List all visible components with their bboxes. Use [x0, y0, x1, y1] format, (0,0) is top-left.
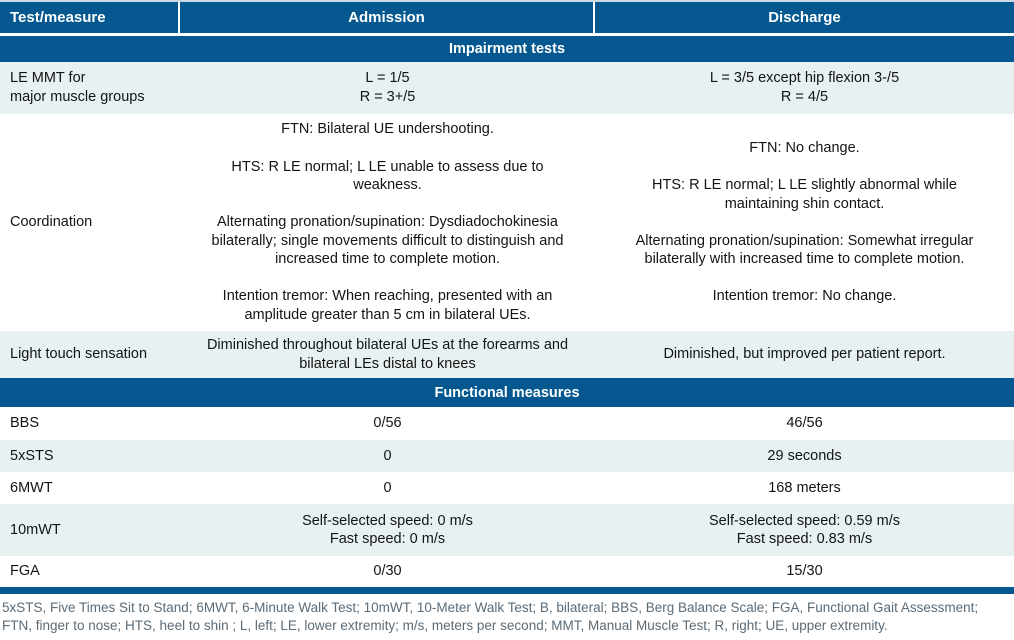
discharge-cell: Self-selected speed: 0.59 m/s Fast speed…	[708, 512, 901, 548]
admission-cell: 0	[383, 479, 392, 496]
row-label: 5xSTS	[10, 447, 54, 464]
admission-cell: Self-selected speed: 0 m/s Fast speed: 0…	[302, 512, 473, 548]
table-row-fga: FGA 0/30 15/30	[0, 556, 1014, 587]
table-row-6mwt: 6MWT 0 168 meters	[0, 472, 1014, 504]
row-label: LE MMT for major muscle groups	[10, 70, 145, 105]
discharge-cell: 46/56	[786, 415, 823, 432]
col-header-test-measure: Test/measure	[0, 2, 180, 33]
admission-cell: L = 1/5 R = 3+/5	[359, 70, 416, 105]
table-bottom-rule	[0, 587, 1014, 595]
header-divider	[0, 33, 1014, 36]
discharge-cell: Diminished, but improved per patient rep…	[663, 346, 946, 363]
admission-cell: 0	[383, 447, 392, 464]
row-label: FGA	[10, 563, 40, 580]
section-header-impairment-tests: Impairment tests	[0, 36, 1014, 62]
admission-cell: Diminished throughout bilateral UEs at t…	[206, 337, 569, 372]
discharge-cell: 168 meters	[768, 479, 841, 496]
row-label: BBS	[10, 415, 40, 432]
table-row-le-mmt: LE MMT for major muscle groups L = 1/5 R…	[0, 62, 1014, 114]
table-row-10mwt: 10mWT Self-selected speed: 0 m/s Fast sp…	[0, 504, 1014, 557]
row-label: Coordination	[10, 214, 93, 231]
admission-cell: 0/30	[373, 563, 402, 580]
row-label: Light touch sensation	[10, 346, 148, 363]
row-label: 10mWT	[10, 521, 61, 538]
section-title: Functional measures	[434, 384, 580, 401]
admission-cell: FTN: Bilateral UE undershooting. HTS: R …	[211, 121, 564, 323]
section-header-functional-measures: Functional measures	[0, 378, 1014, 408]
table-row-coordination: Coordination FTN: Bilateral UE undershoo…	[0, 114, 1014, 331]
admission-cell: 0/56	[373, 415, 402, 432]
table-header-row: Test/measure Admission Discharge	[0, 2, 1014, 33]
col-header-discharge: Discharge	[768, 9, 841, 26]
row-label: 6MWT	[10, 479, 53, 496]
table-row-light-touch: Light touch sensation Diminished through…	[0, 331, 1014, 379]
abbreviations-footnote: 5xSTS, Five Times Sit to Stand; 6MWT, 6-…	[2, 600, 979, 634]
discharge-cell: FTN: No change. HTS: R LE normal; L LE s…	[635, 140, 974, 305]
discharge-cell: L = 3/5 except hip flexion 3-/5 R = 4/5	[709, 70, 900, 105]
discharge-cell: 29 seconds	[767, 447, 842, 464]
col-header-admission: Admission	[180, 2, 595, 33]
section-title: Impairment tests	[448, 41, 566, 57]
table-row-bbs: BBS 0/56 46/56	[0, 407, 1014, 440]
discharge-cell: 15/30	[786, 563, 823, 580]
table-row-5xsts: 5xSTS 0 29 seconds	[0, 440, 1014, 473]
